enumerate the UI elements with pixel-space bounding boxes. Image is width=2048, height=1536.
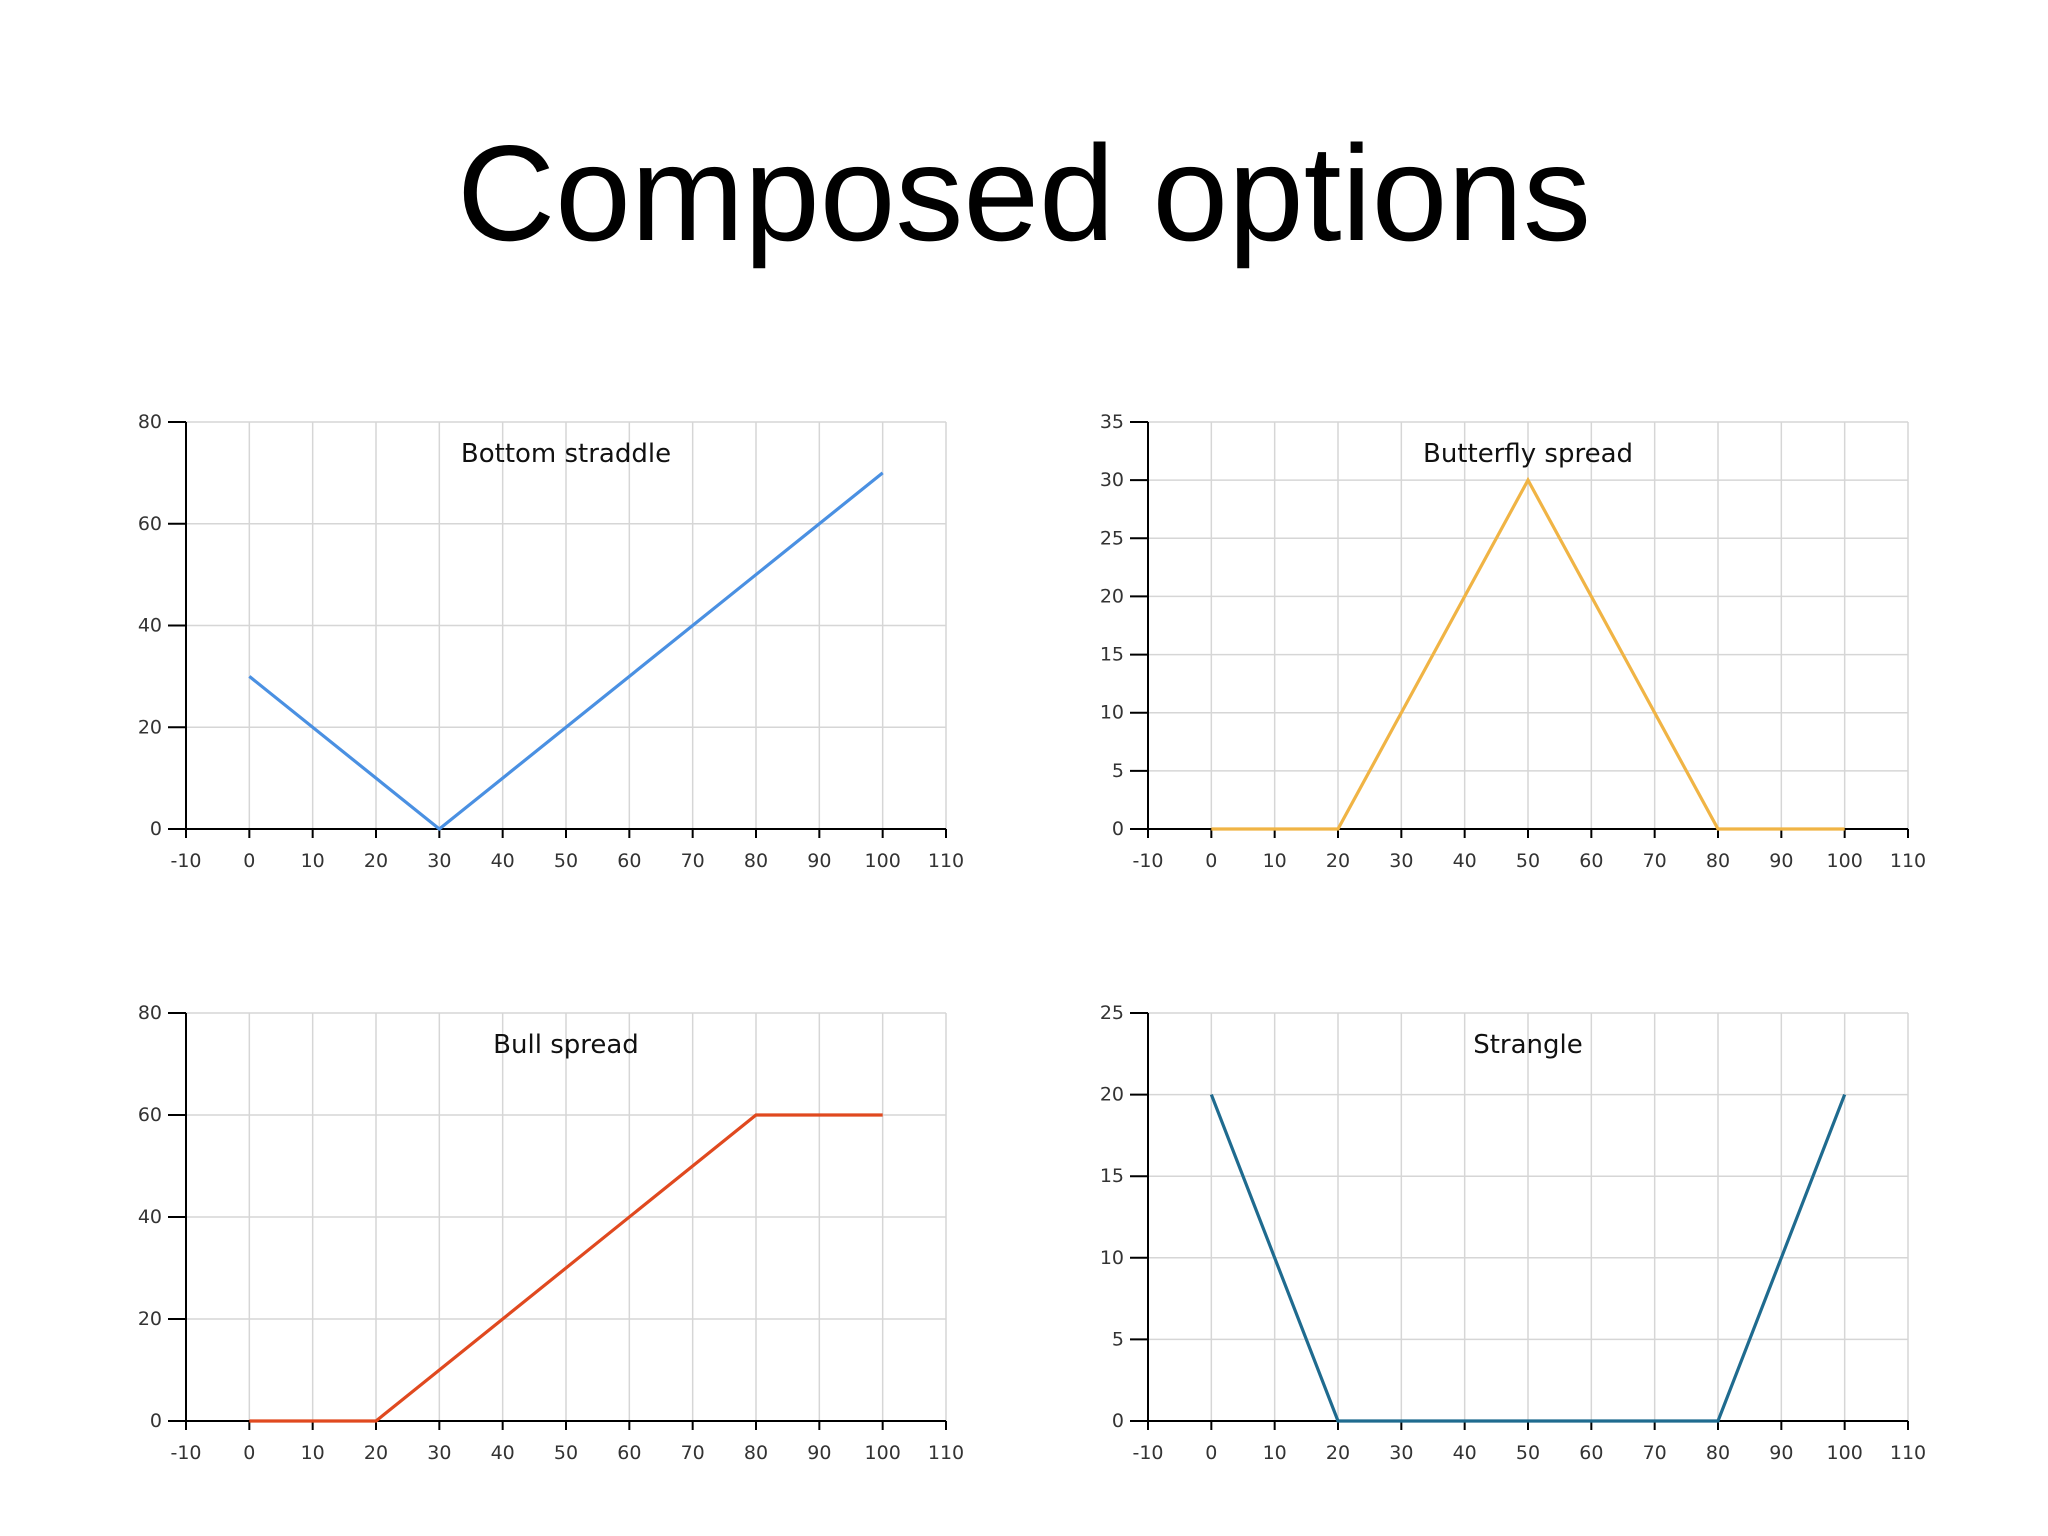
chart-1: -10 0 10 20 30 40 50 60 70 80 90 100 110 0 5 10 15 20 25 30… — [1100, 411, 1926, 872]
x-tick-label: 70 — [681, 850, 705, 872]
y-tick-label: 15 — [1100, 644, 1124, 666]
x-tick-label: 20 — [364, 1442, 388, 1464]
x-tick-label: 80 — [1706, 850, 1730, 872]
x-tick-label: 90 — [807, 1442, 831, 1464]
x-tick-label: 90 — [1769, 1442, 1793, 1464]
x-tick-label: 30 — [1389, 850, 1413, 872]
series-line — [249, 1113, 883, 1423]
x-tick-label: -10 — [1132, 850, 1163, 872]
y-tick-label: 30 — [1100, 469, 1124, 491]
x-tick-label: 50 — [554, 1442, 578, 1464]
x-tick-label: 20 — [1326, 850, 1350, 872]
y-tick-label: 0 — [1112, 818, 1124, 840]
x-tick-label: 100 — [1827, 1442, 1863, 1464]
x-tick-label: 10 — [1263, 1442, 1287, 1464]
y-tick-label: 10 — [1100, 1247, 1124, 1269]
x-tick-label: 0 — [243, 850, 255, 872]
x-tick-label: 10 — [301, 850, 325, 872]
x-tick-label: 100 — [865, 1442, 901, 1464]
y-tick-label: 25 — [1100, 1002, 1124, 1024]
y-tick-label: 40 — [138, 1206, 162, 1228]
x-tick-label: -10 — [170, 1442, 201, 1464]
y-tick-label: 5 — [1112, 760, 1124, 782]
x-tick-label: 40 — [491, 850, 515, 872]
x-tick-label: 50 — [1516, 1442, 1540, 1464]
x-tick-label: 50 — [554, 850, 578, 872]
x-tick-label: 80 — [744, 1442, 768, 1464]
x-tick-label: 110 — [928, 850, 964, 872]
y-tick-label: 20 — [138, 1308, 162, 1330]
x-tick-label: 100 — [865, 850, 901, 872]
x-tick-label: 70 — [1643, 850, 1667, 872]
x-tick-label: 0 — [1205, 850, 1217, 872]
x-tick-label: 0 — [243, 1442, 255, 1464]
x-tick-label: 100 — [1827, 850, 1863, 872]
chart-3: -10 0 10 20 30 40 50 60 70 80 90 100 110 0 5 10 15 20 25 St… — [1100, 1002, 1926, 1464]
chart-title: Butterfly spread — [1423, 439, 1633, 469]
x-tick-label: 70 — [681, 1442, 705, 1464]
x-tick-label: 30 — [427, 850, 451, 872]
x-tick-label: 10 — [301, 1442, 325, 1464]
x-tick-label: 20 — [364, 850, 388, 872]
x-tick-label: 40 — [1453, 850, 1477, 872]
y-tick-label: 0 — [1112, 1410, 1124, 1432]
y-tick-label: 20 — [138, 716, 162, 738]
x-tick-label: 20 — [1326, 1442, 1350, 1464]
x-tick-label: 0 — [1205, 1442, 1217, 1464]
x-tick-label: 90 — [1769, 850, 1793, 872]
chart-0: -10 0 10 20 30 40 50 60 70 80 90 100 110 0 20 40 60 80 Bot… — [138, 411, 964, 872]
x-tick-label: 60 — [1579, 1442, 1603, 1464]
y-tick-label: 0 — [150, 1410, 162, 1432]
x-tick-label: 90 — [807, 850, 831, 872]
chart-2: -10 0 10 20 30 40 50 60 70 80 90 100 110 0 20 40 60 80 Bul… — [138, 1002, 964, 1464]
y-tick-label: 20 — [1100, 1084, 1124, 1106]
x-tick-label: 70 — [1643, 1442, 1667, 1464]
chart-title: Bull spread — [493, 1030, 639, 1060]
x-tick-label: 10 — [1263, 850, 1287, 872]
y-tick-label: 0 — [150, 818, 162, 840]
y-tick-label: 5 — [1112, 1328, 1124, 1350]
y-tick-label: 25 — [1100, 527, 1124, 549]
y-tick-label: 20 — [1100, 585, 1124, 607]
x-tick-label: 80 — [744, 850, 768, 872]
slide-title: Composed options — [456, 117, 1592, 269]
y-tick-label: 10 — [1100, 702, 1124, 724]
x-tick-label: 60 — [617, 850, 641, 872]
x-tick-label: 110 — [1890, 1442, 1926, 1464]
y-tick-label: 40 — [138, 615, 162, 637]
y-tick-label: 60 — [138, 1104, 162, 1126]
x-tick-label: 40 — [1453, 1442, 1477, 1464]
series-line — [1209, 1094, 1847, 1423]
x-tick-label: 50 — [1516, 850, 1540, 872]
y-tick-label: 35 — [1100, 411, 1124, 433]
y-tick-label: 60 — [138, 513, 162, 535]
x-tick-label: -10 — [1132, 1442, 1163, 1464]
y-tick-label: 80 — [138, 1002, 162, 1024]
x-tick-label: 60 — [1579, 850, 1603, 872]
x-tick-label: -10 — [170, 850, 201, 872]
x-tick-label: 60 — [617, 1442, 641, 1464]
chart-title: Bottom straddle — [461, 439, 671, 469]
x-tick-label: 30 — [427, 1442, 451, 1464]
x-tick-label: 30 — [1389, 1442, 1413, 1464]
x-tick-label: 40 — [491, 1442, 515, 1464]
x-tick-label: 110 — [1890, 850, 1926, 872]
y-tick-label: 80 — [138, 411, 162, 433]
y-tick-label: 15 — [1100, 1165, 1124, 1187]
chart-title: Strangle — [1473, 1030, 1583, 1060]
x-tick-label: 80 — [1706, 1442, 1730, 1464]
x-tick-label: 110 — [928, 1442, 964, 1464]
